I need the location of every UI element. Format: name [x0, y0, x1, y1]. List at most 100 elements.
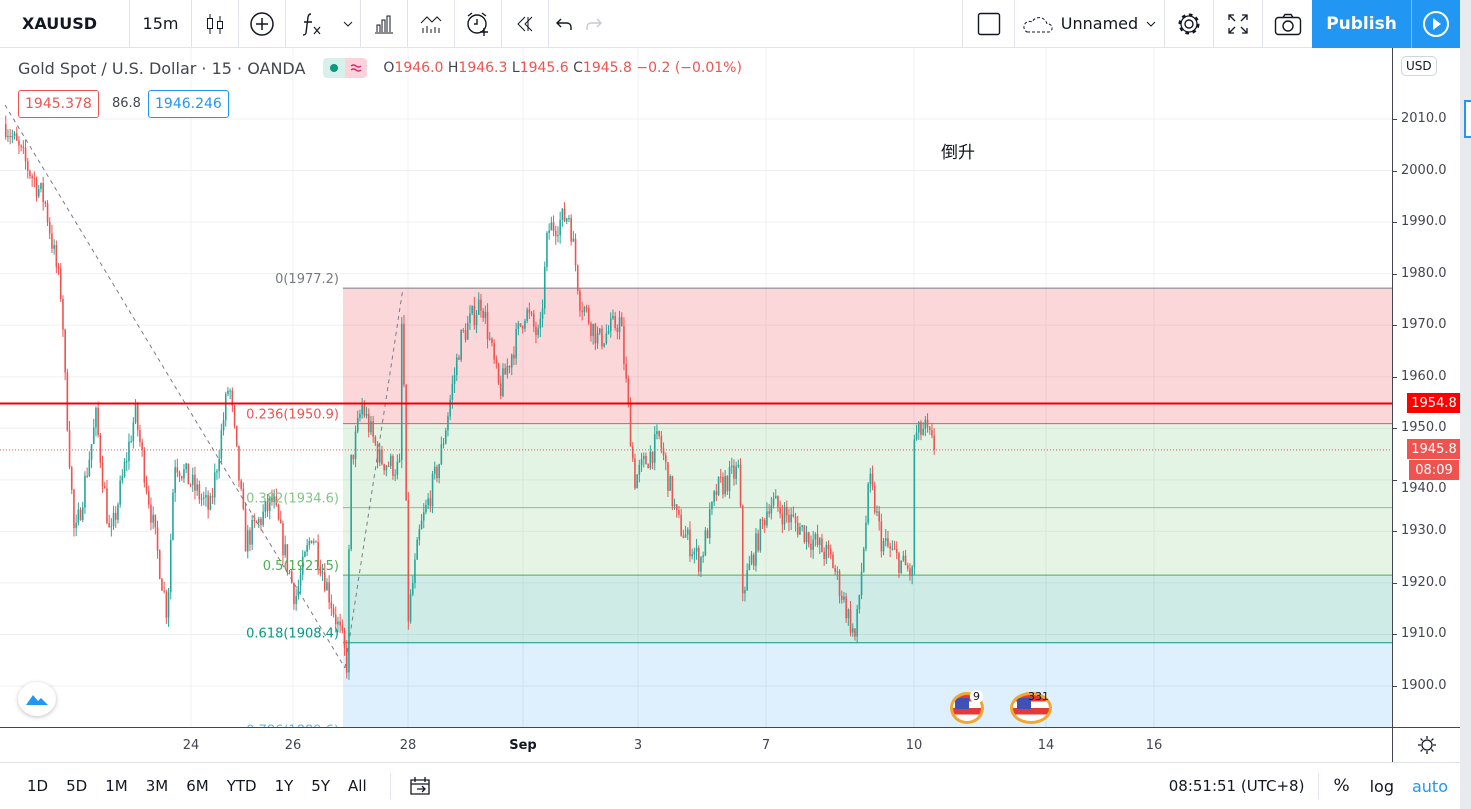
range-1d[interactable]: 1D [27, 777, 49, 795]
widget-tab[interactable] [1464, 100, 1471, 138]
range-3m[interactable]: 3M [145, 777, 169, 795]
candle-body [407, 500, 410, 622]
chart-settings-button[interactable] [1392, 727, 1460, 763]
candle [238, 445, 240, 487]
candle-body [772, 498, 775, 506]
play-button[interactable] [1412, 0, 1460, 48]
candle [117, 502, 119, 524]
fullscreen-button[interactable] [1214, 0, 1263, 48]
market-status[interactable] [323, 58, 368, 78]
candle [898, 551, 900, 579]
range-5d[interactable]: 5D [66, 777, 88, 795]
publish-button[interactable]: Publish [1312, 0, 1412, 48]
trend-line [344, 287, 404, 669]
candle-body [728, 467, 731, 492]
candle-body [678, 510, 680, 515]
candle-body [194, 474, 196, 491]
interval-button[interactable]: 15m [130, 0, 192, 48]
candle [222, 412, 225, 436]
compare-button[interactable] [239, 0, 286, 48]
candle-body [548, 230, 550, 233]
price-chart[interactable]: 0(1977.2) 0.236(1950.9) 0.382(1934.6) 0.5(1… [0, 48, 1392, 727]
chevron-down-icon [1146, 21, 1156, 27]
fib-retracement[interactable] [343, 287, 1392, 727]
settings-button[interactable] [1165, 0, 1214, 48]
candle [403, 314, 405, 388]
range-ytd[interactable]: YTD [226, 777, 257, 795]
redo-icon[interactable] [585, 16, 603, 32]
percent-scale-toggle[interactable]: % [1333, 776, 1350, 796]
alert-button[interactable] [455, 0, 502, 48]
replay-button[interactable] [502, 0, 549, 48]
candle-body [506, 365, 509, 375]
candle [473, 296, 476, 330]
candle [684, 525, 687, 538]
price-tick [1393, 531, 1397, 533]
undo-icon[interactable] [555, 16, 573, 32]
candle-body [224, 394, 227, 421]
financials-button[interactable] [361, 0, 408, 48]
candle [130, 435, 132, 443]
candle [356, 410, 359, 434]
currency-button[interactable]: USD [1401, 56, 1437, 76]
text-annotation[interactable]: 倒升 [941, 143, 975, 163]
select-layout-button[interactable] [963, 0, 1015, 48]
auto-scale-toggle[interactable]: auto [1411, 776, 1448, 796]
candle-body [178, 472, 181, 477]
range-1m[interactable]: 1M [105, 777, 128, 795]
tradingview-logo-button[interactable] [18, 682, 56, 716]
candle [651, 451, 654, 470]
candle [383, 463, 385, 475]
candle [647, 463, 649, 469]
range-1y[interactable]: 1Y [274, 777, 294, 795]
candle [319, 559, 322, 577]
candle [442, 438, 445, 449]
economic-event[interactable]: 9 [950, 690, 986, 724]
candle [715, 484, 718, 501]
time-axis[interactable]: 24 26 28 Sep 3 7 10 14 16 [0, 727, 1460, 763]
price-axis[interactable]: 1900.0 1910.0 1920.0 1930.0 1940.0 1950.0 1960… [1392, 48, 1461, 727]
candle [741, 504, 744, 602]
candle-body [480, 299, 482, 311]
candle [88, 451, 91, 478]
candle-body [711, 501, 713, 510]
candle [629, 397, 632, 447]
screenshot-button[interactable] [1263, 0, 1312, 48]
buy-button[interactable]: 1946.246 [148, 90, 229, 118]
range-6m[interactable]: 6M [186, 777, 209, 795]
trend-lines[interactable] [4, 104, 404, 669]
candle-body [856, 609, 858, 637]
candle-body [271, 497, 273, 502]
candle-body [838, 571, 841, 596]
candle-body [691, 554, 693, 557]
economic-event[interactable]: 331 [1010, 690, 1056, 724]
range-5y[interactable]: 5Y [311, 777, 331, 795]
go-to-date-icon[interactable] [409, 776, 431, 796]
candle [895, 541, 898, 560]
candle-body [244, 508, 247, 552]
indicators-button[interactable] [286, 0, 336, 48]
chart-type-button[interactable] [192, 0, 239, 48]
candle [891, 540, 894, 551]
candle-body [339, 621, 341, 626]
candle [84, 471, 86, 514]
currency-label: USD [1406, 59, 1432, 73]
range-all[interactable]: All [348, 777, 367, 795]
candle [64, 328, 66, 381]
candle-body [664, 455, 667, 463]
candle-body [726, 476, 729, 492]
candle-body [891, 548, 894, 550]
financials-icon [373, 14, 395, 34]
sell-button[interactable]: 1945.378 [18, 90, 99, 118]
candle [293, 582, 295, 610]
candle-body [359, 413, 361, 419]
fib-zone [343, 288, 1392, 424]
indicators-dropdown[interactable] [336, 0, 361, 48]
layout-name-button[interactable]: Unnamed [1015, 0, 1165, 48]
symbol-search-button[interactable]: XAUUSD [0, 0, 130, 48]
candle-body [176, 467, 179, 473]
clock[interactable]: 08:51:51 (UTC+8) [1168, 777, 1305, 795]
candle-body [97, 407, 99, 435]
templates-button[interactable] [408, 0, 455, 48]
log-scale-toggle[interactable]: log [1369, 776, 1394, 796]
